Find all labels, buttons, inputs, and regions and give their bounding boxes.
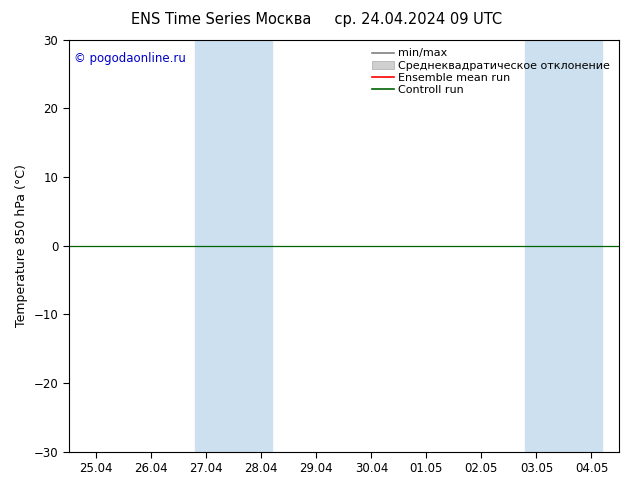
Bar: [195, 40, 273, 452]
Text: © pogodaonline.ru: © pogodaonline.ru: [74, 52, 186, 65]
Legend: min/max, Среднеквадратическое отклонение, Ensemble mean run, Controll run: min/max, Среднеквадратическое отклонение…: [368, 45, 614, 98]
Y-axis label: Temperature 850 hPa (°C): Temperature 850 hPa (°C): [15, 164, 28, 327]
Bar: [526, 40, 602, 452]
Text: ENS Time Series Москва     ср. 24.04.2024 09 UTC: ENS Time Series Москва ср. 24.04.2024 09…: [131, 12, 503, 27]
